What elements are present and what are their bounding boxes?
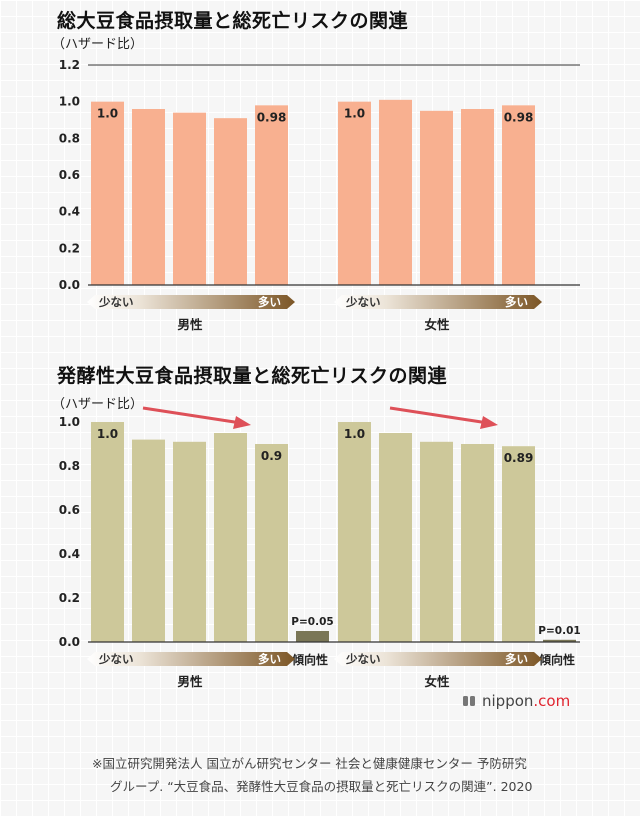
y-tick-label: 0.2 <box>59 241 80 255</box>
bar-female-2 <box>379 433 412 642</box>
source-note: ※国立研究開発法人 国立がん研究センター 社会と健康健康センター 予防研究 グル… <box>92 752 632 798</box>
y-tick-label: 0.8 <box>59 131 80 145</box>
red-trend-arrow <box>389 406 489 425</box>
red-arrowhead <box>233 416 251 429</box>
chart2: （ハザード比） 0.0 0.2 0.4 0.6 0.8 1.0 1.0 0.9 P=0.05 傾向性… <box>52 397 581 689</box>
p-value-label: P=0.05 <box>291 616 333 628</box>
trend-label: 傾向性 <box>538 652 575 667</box>
bar-male-2 <box>132 109 165 285</box>
scale-high-label: 多い <box>258 295 281 309</box>
scale-high-label: 多い <box>505 295 528 309</box>
logo-suffix: .com <box>533 692 571 710</box>
bar-male-1 <box>91 101 124 286</box>
y-tick-label: 0.0 <box>59 278 80 292</box>
y-tick-label: 0.0 <box>59 635 80 649</box>
bar-male-3 <box>173 441 206 642</box>
data-label: 0.9 <box>261 449 282 463</box>
bar-female-5 <box>502 446 535 642</box>
bar-male-5 <box>255 444 288 642</box>
bar-male-4 <box>214 433 247 642</box>
y-tick-label: 0.8 <box>59 459 80 473</box>
y-tick-label: 0.6 <box>59 168 80 182</box>
scale-high-label: 多い <box>505 652 528 666</box>
source-note-line1: ※国立研究開発法人 国立がん研究センター 社会と健康健康センター 予防研究 <box>92 756 527 771</box>
y-axis-label: （ハザード比） <box>52 397 143 412</box>
data-label: 1.0 <box>97 107 118 121</box>
source-note-line2: グループ. “大豆食品、発酵性大豆食品の摂取量と死亡リスクの関連”. 2020 <box>110 779 533 794</box>
bar-male-4 <box>214 118 247 286</box>
scale-low-label: 少ない <box>345 652 381 666</box>
data-label: 1.0 <box>97 427 118 441</box>
bar-female-4 <box>461 444 494 642</box>
scale-arrow <box>334 295 542 309</box>
bar-male-5 <box>255 105 288 285</box>
scale-low-label: 少ない <box>98 652 134 666</box>
data-label: 1.0 <box>344 107 365 121</box>
red-arrowhead <box>480 416 498 429</box>
trend-label: 傾向性 <box>291 652 328 667</box>
y-tick-label: 0.4 <box>59 547 80 561</box>
y-tick-label: 1.2 <box>59 58 80 72</box>
bar-female-3 <box>420 110 453 285</box>
red-trend-arrow <box>142 406 242 425</box>
group-label: 女性 <box>424 674 450 689</box>
bar-female-4 <box>461 109 494 285</box>
data-label: 1.0 <box>344 427 365 441</box>
bar-female-1 <box>338 101 371 286</box>
bar-female-5 <box>502 105 535 285</box>
trend-bar <box>543 639 576 642</box>
data-label: 0.98 <box>257 110 287 124</box>
scale-low-label: 少ない <box>98 295 134 309</box>
chart1: （ハザード比） 0.0 0.2 0.4 0.6 0.8 1.0 1.2 1.0 0.98 少ない 多い… <box>52 37 580 332</box>
chart1-title: 総大豆食品摂取量と総死亡リスクの関連 <box>57 10 409 32</box>
chart2-title: 発酵性大豆食品摂取量と総死亡リスクの関連 <box>57 365 448 387</box>
y-tick-label: 0.4 <box>59 205 80 219</box>
bar-male-1 <box>91 422 124 642</box>
scale-arrow <box>87 295 295 309</box>
group-label: 男性 <box>177 674 203 689</box>
data-label: 0.98 <box>504 110 534 124</box>
scale-high-label: 多い <box>258 652 281 666</box>
y-tick-label: 1.0 <box>59 415 80 429</box>
y-tick-label: 0.6 <box>59 503 80 517</box>
scale-arrow <box>87 652 295 666</box>
bar-female-3 <box>420 441 453 642</box>
logo-name: nippon <box>482 692 534 710</box>
bar-male-3 <box>173 112 206 286</box>
trend-bar <box>296 631 329 642</box>
group-label: 男性 <box>177 317 203 332</box>
nippon-logo: nippon.com <box>462 692 570 710</box>
y-axis-label: （ハザード比） <box>52 37 143 52</box>
p-value-label: P=0.01 <box>538 625 580 637</box>
y-tick-label: 0.2 <box>59 591 80 605</box>
bar-male-2 <box>132 439 165 642</box>
y-tick-label: 1.0 <box>59 95 80 109</box>
group-label: 女性 <box>424 317 450 332</box>
bar-female-2 <box>379 99 412 285</box>
bar-female-1 <box>338 422 371 642</box>
nippon-logo-icon <box>463 696 475 706</box>
scale-arrow <box>334 652 542 666</box>
data-label: 0.89 <box>504 451 534 465</box>
scale-low-label: 少ない <box>345 295 381 309</box>
